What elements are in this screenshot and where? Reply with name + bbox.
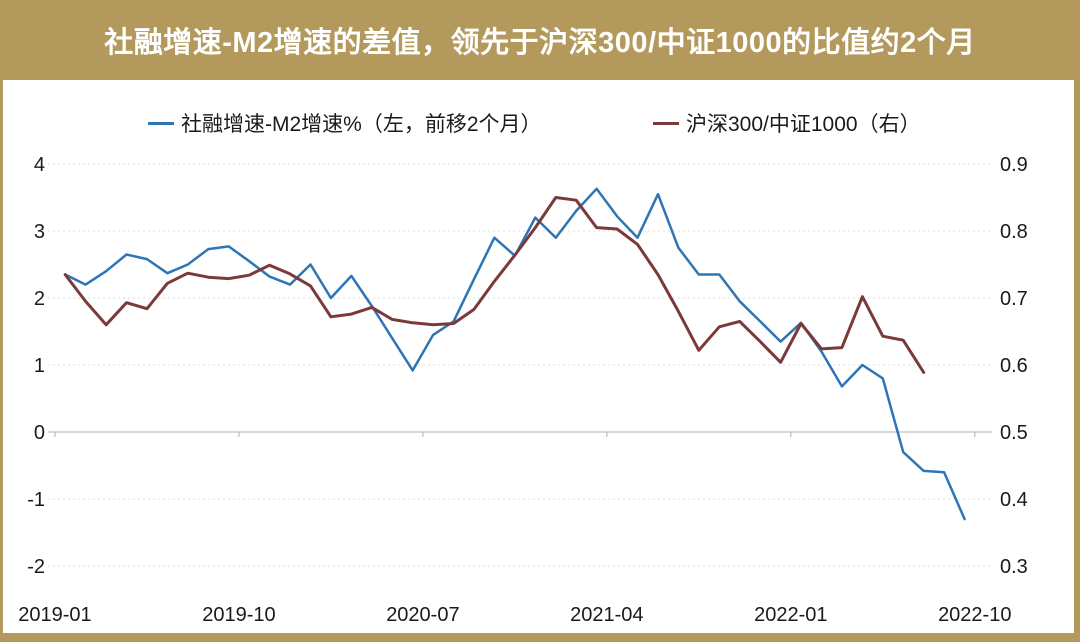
legend-item-tsf-m2-spread: 社融增速-M2增速%（左，前移2个月） bbox=[148, 108, 542, 138]
x-axis-tick-label: 2019-01 bbox=[18, 604, 91, 626]
legend-label: 沪深300/中证1000（右） bbox=[686, 113, 921, 136]
right-axis-tick-label: 0.6 bbox=[1000, 355, 1028, 377]
legend-label: 社融增速-M2增速%（左，前移2个月） bbox=[181, 113, 542, 136]
left-axis-tick-label: 3 bbox=[34, 221, 45, 243]
x-axis-tick-label: 2020-07 bbox=[386, 604, 459, 626]
chart-area: 社融增速-M2增速%（左，前移2个月） 沪深300/中证1000（右） 4 3 2 1… bbox=[3, 80, 1074, 633]
legend-item-csi300-csi1000-ratio: 沪深300/中证1000（右） bbox=[653, 108, 921, 138]
left-axis-tick-label: 4 bbox=[34, 154, 45, 176]
legend-line-marker-dark-red bbox=[653, 121, 679, 125]
right-axis-tick-label: 0.4 bbox=[1000, 489, 1028, 511]
right-axis-tick-label: 0.3 bbox=[1000, 556, 1028, 578]
right-axis-tick-label: 0.5 bbox=[1000, 422, 1028, 444]
chart-title: 社融增速-M2增速的差值，领先于沪深300/中证1000的比值约2个月 bbox=[104, 27, 976, 59]
left-axis-tick-label: 2 bbox=[34, 288, 45, 310]
right-axis-tick-label: 0.7 bbox=[1000, 288, 1028, 310]
left-axis-tick-label: -2 bbox=[27, 556, 45, 578]
line-chart-canvas: 4 3 2 1 0 -1 -2 0.9 0.8 0.7 0.6 0.5 0.4 0.3 2019-01 201… bbox=[18, 154, 1028, 626]
left-axis-tick-label: 1 bbox=[34, 355, 45, 377]
series-line-csi300-csi1000-ratio bbox=[63, 196, 926, 374]
x-axis-tick-label: 2019-10 bbox=[202, 604, 275, 626]
legend: 社融增速-M2增速%（左，前移2个月） 沪深300/中证1000（右） bbox=[3, 108, 1074, 138]
series-line-tsf-m2-spread bbox=[63, 187, 966, 521]
left-axis-tick-label: -1 bbox=[27, 489, 45, 511]
x-axis-tick-label: 2022-10 bbox=[938, 604, 1011, 626]
x-axis-tick-label: 2022-01 bbox=[754, 604, 827, 626]
x-axis-tick-label: 2021-04 bbox=[570, 604, 643, 626]
legend-line-marker-blue bbox=[148, 121, 174, 125]
title-banner: 社融增速-M2增速的差值，领先于沪深300/中证1000的比值约2个月 bbox=[0, 0, 1080, 80]
right-axis-tick-label: 0.8 bbox=[1000, 221, 1028, 243]
left-axis-tick-label: 0 bbox=[34, 422, 45, 444]
right-axis-tick-label: 0.9 bbox=[1000, 154, 1028, 176]
